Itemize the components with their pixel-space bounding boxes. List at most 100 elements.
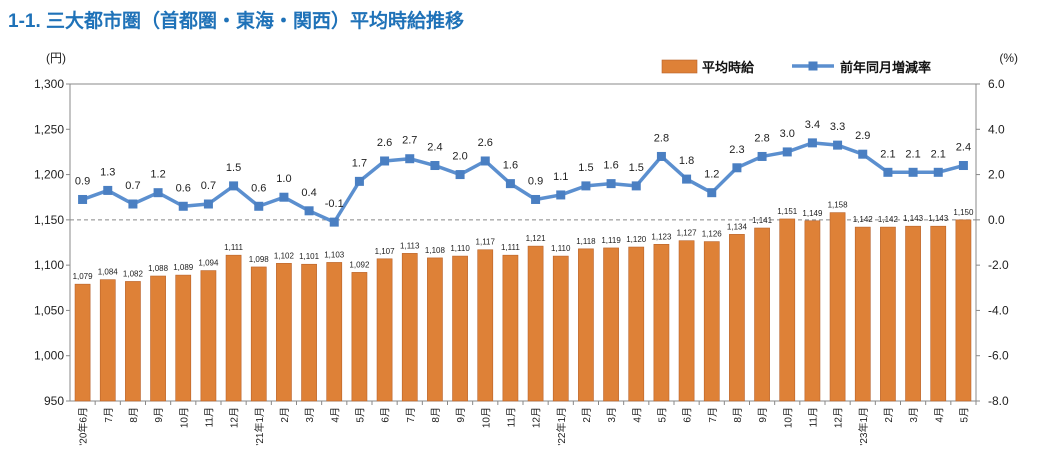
line-value-label: 2.1: [931, 148, 946, 160]
x-tick-label: 4月: [933, 407, 945, 423]
line-value-label: 1.0: [276, 173, 291, 185]
line-value-label: 0.6: [251, 182, 266, 194]
line-point-marker: [908, 167, 918, 177]
bar-value-label: 1,088: [148, 264, 169, 273]
line-value-label: 1.5: [578, 162, 593, 174]
bar-value-label: 1,111: [501, 243, 520, 252]
bar-value-label: 1,151: [777, 207, 798, 216]
bar: [552, 255, 569, 402]
right-tick-label: -8.0: [988, 394, 1009, 408]
bar-value-label: 1,117: [476, 238, 496, 247]
bar-value-label: 1,108: [425, 246, 446, 255]
bar: [250, 266, 267, 402]
line-point-marker: [354, 176, 364, 186]
left-tick-label: 1,050: [34, 303, 64, 317]
line-point-marker: [933, 167, 943, 177]
left-tick-label: 1,150: [34, 213, 64, 227]
x-tick-label: '21年1月: [253, 407, 266, 446]
line-point-marker: [78, 194, 88, 204]
x-tick-label: 4月: [329, 407, 341, 423]
x-tick-label: 6月: [380, 407, 392, 423]
x-tick-label: 7月: [707, 407, 719, 423]
x-tick-label: 2月: [279, 407, 291, 423]
line-value-label: 2.6: [377, 137, 392, 149]
bar: [729, 234, 745, 402]
x-tick-label: 8月: [732, 407, 744, 423]
legend-line-marker: [808, 61, 818, 71]
line-value-label: 0.7: [201, 180, 216, 192]
line-point-marker: [883, 167, 893, 177]
bar-value-label: 1,119: [601, 236, 621, 245]
line-point-marker: [505, 179, 515, 189]
x-tick-label: 9月: [153, 407, 165, 423]
bar-value-label: 1,084: [98, 268, 119, 277]
x-tick-label: 5月: [656, 407, 668, 423]
right-tick-label: 4.0: [988, 122, 1005, 136]
bar-value-label: 1,110: [450, 244, 470, 253]
right-axis-unit: (%): [999, 51, 1018, 65]
line-point-marker: [556, 190, 566, 200]
x-tick-label: 12月: [229, 407, 241, 428]
bar-value-label: 1,121: [526, 234, 547, 243]
bar: [225, 254, 242, 402]
line-value-label: 2.1: [880, 148, 895, 160]
bar: [578, 248, 594, 402]
x-tick-label: '23年1月: [857, 407, 870, 446]
x-tick-label: 10月: [480, 407, 492, 428]
right-tick-label: 0.0: [988, 213, 1005, 227]
line-value-label: 0.7: [125, 180, 140, 192]
line-point-marker: [581, 181, 591, 191]
left-tick-label: 1,000: [34, 349, 64, 363]
x-tick-label: 8月: [128, 407, 140, 423]
line-value-label: 1.5: [629, 162, 644, 174]
right-tick-label: 6.0: [988, 77, 1005, 91]
bar-value-label: 1,142: [878, 215, 899, 224]
bar: [427, 257, 443, 402]
x-tick-label: 3月: [908, 407, 920, 423]
line-value-label: 1.6: [603, 160, 618, 172]
line-value-label: 1.3: [100, 166, 115, 178]
line-point-marker: [178, 201, 188, 211]
line-value-label: 1.8: [679, 155, 694, 167]
line-value-label: 1.5: [226, 162, 241, 174]
line-point-marker: [732, 163, 742, 173]
line-value-label: 1.1: [553, 171, 568, 183]
bar-value-label: 1,103: [324, 250, 345, 259]
bar-value-label: 1,107: [375, 247, 396, 256]
line-point-marker: [656, 151, 666, 161]
bar: [200, 270, 217, 402]
line-value-label: 0.6: [176, 182, 191, 194]
bar: [628, 246, 645, 402]
bar: [301, 263, 317, 402]
bar-value-label: 1,092: [349, 260, 370, 269]
bar: [905, 225, 921, 402]
line-point-marker: [380, 156, 390, 166]
x-tick-label: 12月: [833, 407, 845, 428]
bar: [351, 272, 368, 402]
line-point-marker: [128, 199, 138, 209]
bar: [477, 249, 494, 402]
line-point-marker: [531, 194, 541, 204]
bar: [880, 226, 896, 402]
line-point-marker: [707, 188, 717, 198]
left-tick-label: 1,200: [34, 168, 64, 182]
bar: [930, 225, 947, 402]
line-value-label: 1.6: [503, 160, 518, 172]
line-value-label: 1.2: [150, 169, 165, 181]
bar: [603, 247, 619, 402]
line-point-marker: [858, 149, 868, 159]
bar-value-label: 1,120: [626, 235, 647, 244]
x-tick-label: 9月: [757, 407, 769, 423]
bar: [74, 283, 91, 402]
bar-value-label: 1,113: [400, 241, 420, 250]
bar: [653, 244, 670, 402]
line-point-marker: [329, 217, 339, 227]
bar: [99, 279, 116, 402]
left-tick-label: 1,250: [34, 122, 64, 136]
bar: [401, 253, 418, 402]
bar-value-label: 1,134: [727, 222, 748, 231]
x-tick-label: 5月: [354, 407, 366, 423]
bar-value-label: 1,118: [576, 237, 596, 246]
bar: [326, 262, 343, 402]
line-point-marker: [782, 147, 792, 157]
